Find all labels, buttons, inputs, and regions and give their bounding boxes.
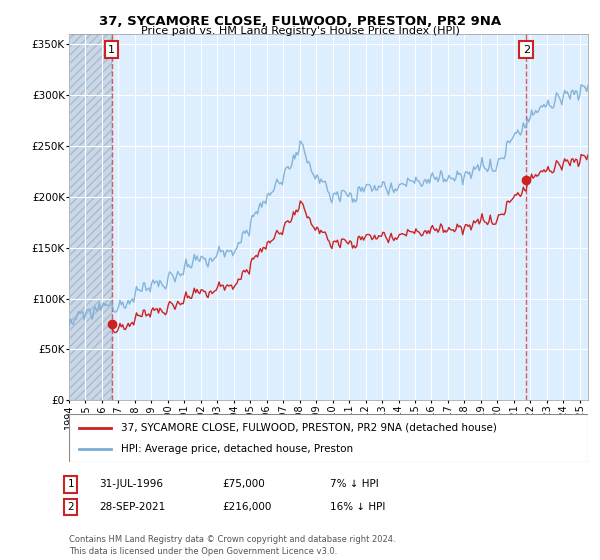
Text: 7% ↓ HPI: 7% ↓ HPI <box>330 479 379 489</box>
Text: £75,000: £75,000 <box>222 479 265 489</box>
Text: 2: 2 <box>523 45 530 55</box>
FancyBboxPatch shape <box>69 414 588 462</box>
Text: Price paid vs. HM Land Registry's House Price Index (HPI): Price paid vs. HM Land Registry's House … <box>140 26 460 36</box>
Text: 16% ↓ HPI: 16% ↓ HPI <box>330 502 385 512</box>
Text: HPI: Average price, detached house, Preston: HPI: Average price, detached house, Pres… <box>121 444 353 454</box>
Bar <box>69 34 112 400</box>
Text: 1: 1 <box>108 45 115 55</box>
Text: 28-SEP-2021: 28-SEP-2021 <box>99 502 165 512</box>
Text: 2: 2 <box>67 502 74 512</box>
Text: £216,000: £216,000 <box>222 502 271 512</box>
Text: Contains HM Land Registry data © Crown copyright and database right 2024.
This d: Contains HM Land Registry data © Crown c… <box>69 535 395 556</box>
Text: 37, SYCAMORE CLOSE, FULWOOD, PRESTON, PR2 9NA: 37, SYCAMORE CLOSE, FULWOOD, PRESTON, PR… <box>99 15 501 27</box>
Text: 1: 1 <box>67 479 74 489</box>
Text: 31-JUL-1996: 31-JUL-1996 <box>99 479 163 489</box>
Text: 37, SYCAMORE CLOSE, FULWOOD, PRESTON, PR2 9NA (detached house): 37, SYCAMORE CLOSE, FULWOOD, PRESTON, PR… <box>121 423 497 433</box>
